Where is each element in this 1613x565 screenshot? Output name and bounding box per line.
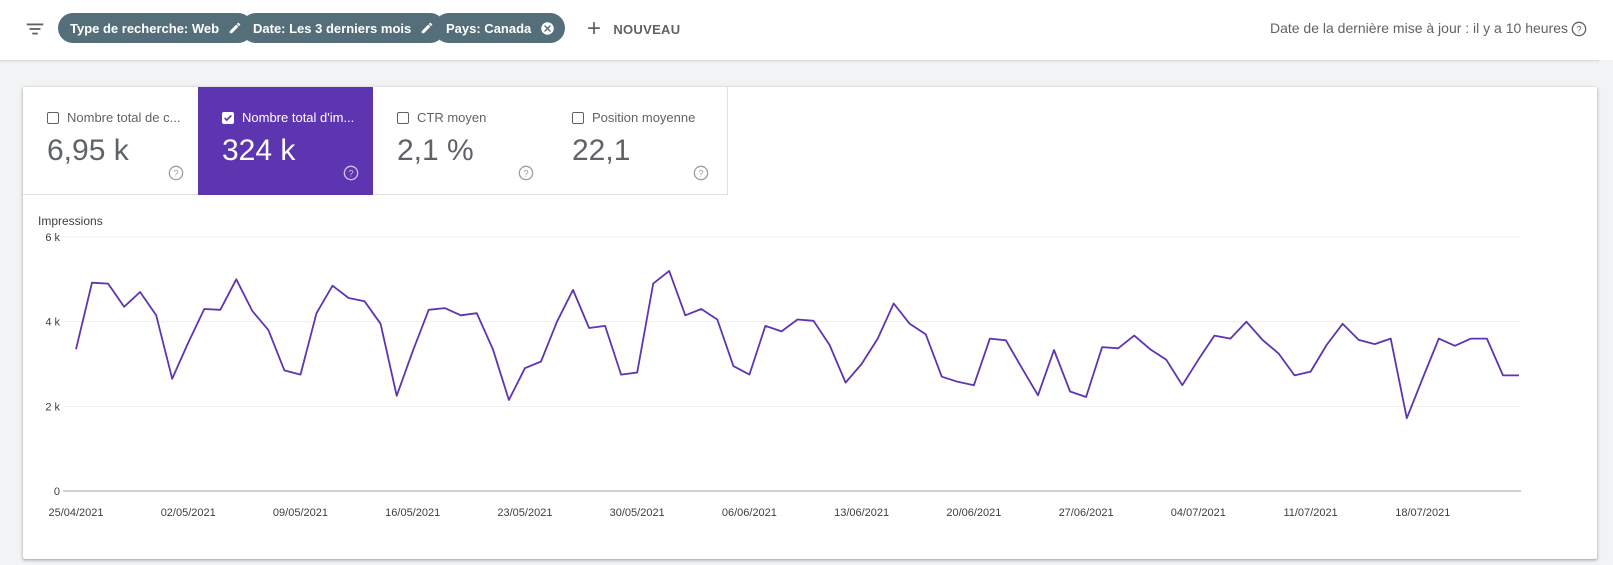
metric-checkbox[interactable] [397, 111, 409, 124]
metric-value: 6,95 k [47, 134, 129, 167]
x-tick-label: 11/07/2021 [1283, 507, 1337, 519]
last-update-text: Date de la dernière mise à jour : il y a… [1269, 20, 1568, 36]
metric-label: Nombre total d'im... [242, 110, 355, 125]
impressions-chart[interactable]: Impressions 0 2 k 4 k 6 k 25/04/2021 02/05/202… [23, 195, 1597, 559]
x-tick-label: 30/05/2021 [610, 507, 665, 519]
scrollbar-track[interactable] [1599, 60, 1613, 565]
filter-chip-search-type[interactable]: Type de recherche: Web [58, 13, 254, 43]
svg-text:?: ? [698, 168, 703, 178]
metric-checkbox[interactable] [222, 111, 234, 124]
filter-chip-label: Date: Les 3 derniers mois [253, 20, 412, 36]
filter-chip-country[interactable]: Pays: Canada [434, 13, 566, 43]
new-filter-button[interactable]: + NOUVEAU [587, 16, 680, 42]
svg-text:?: ? [348, 168, 353, 178]
svg-text:?: ? [173, 168, 178, 178]
metric-total-clicks[interactable]: Nombre total de c... 6,95 k ? [23, 87, 203, 195]
x-tick-label: 20/06/2021 [946, 507, 1001, 519]
check-icon [224, 114, 232, 121]
filter-chip-date[interactable]: Date: Les 3 derniers mois [241, 13, 446, 43]
edit-pencil-icon[interactable] [227, 20, 243, 36]
y-axis-label: Impressions [38, 214, 103, 228]
y-tick-label: 0 [54, 486, 60, 498]
impressions-series-line [75, 270, 1519, 420]
metric-total-impressions[interactable]: Nombre total d'im... 324 k ? [198, 87, 378, 195]
x-tick-label: 27/06/2021 [1059, 507, 1114, 519]
performance-card: Nombre total de c... 6,95 k ? Nombre tot… [23, 87, 1597, 559]
metric-label: Nombre total de c... [67, 110, 181, 125]
help-icon[interactable]: ? [168, 165, 184, 181]
plus-icon: + [587, 15, 602, 42]
svg-text:?: ? [1576, 24, 1581, 34]
metric-value: 22,1 [572, 134, 631, 167]
y-tick-label: 4 k [45, 317, 60, 329]
x-tick-label: 04/07/2021 [1171, 507, 1226, 519]
remove-circle-icon[interactable] [539, 20, 555, 36]
filter-bar: Type de recherche: Web Date: Les 3 derni… [0, 0, 1613, 61]
metric-checkbox[interactable] [572, 111, 584, 124]
metric-value: 324 k [222, 134, 296, 167]
chart-svg: Impressions 0 2 k 4 k 6 k 25/04/2021 02/05/202… [38, 214, 1521, 519]
filter-chip-label: Pays: Canada [446, 20, 532, 36]
filter-chip-label: Type de recherche: Web [70, 20, 220, 36]
y-tick-label: 6 k [45, 232, 60, 244]
svg-text:?: ? [523, 168, 528, 178]
x-tick-label: 18/07/2021 [1395, 507, 1450, 519]
filter-list-icon[interactable] [24, 18, 46, 40]
metric-value: 2,1 % [397, 134, 474, 167]
metric-average-ctr[interactable]: CTR moyen 2,1 % ? [373, 87, 553, 195]
x-tick-label: 13/06/2021 [834, 507, 889, 519]
x-tick-label: 16/05/2021 [385, 507, 440, 519]
y-tick-label: 2 k [45, 401, 60, 413]
x-tick-label: 09/05/2021 [273, 507, 328, 519]
x-tick-label: 02/05/2021 [161, 507, 216, 519]
help-icon[interactable]: ? [693, 165, 709, 181]
new-filter-label: NOUVEAU [613, 21, 681, 37]
metric-checkbox[interactable] [47, 111, 59, 124]
metric-label: CTR moyen [417, 110, 487, 125]
help-icon[interactable]: ? [343, 165, 359, 181]
help-icon[interactable]: ? [1571, 21, 1587, 37]
metric-average-position[interactable]: Position moyenne 22,1 ? [548, 87, 728, 195]
x-tick-label: 25/04/2021 [48, 507, 103, 519]
x-tick-label: 23/05/2021 [497, 507, 552, 519]
edit-pencil-icon[interactable] [419, 20, 435, 36]
metric-label: Position moyenne [592, 110, 696, 125]
x-tick-label: 06/06/2021 [722, 507, 777, 519]
help-icon[interactable]: ? [518, 165, 534, 181]
